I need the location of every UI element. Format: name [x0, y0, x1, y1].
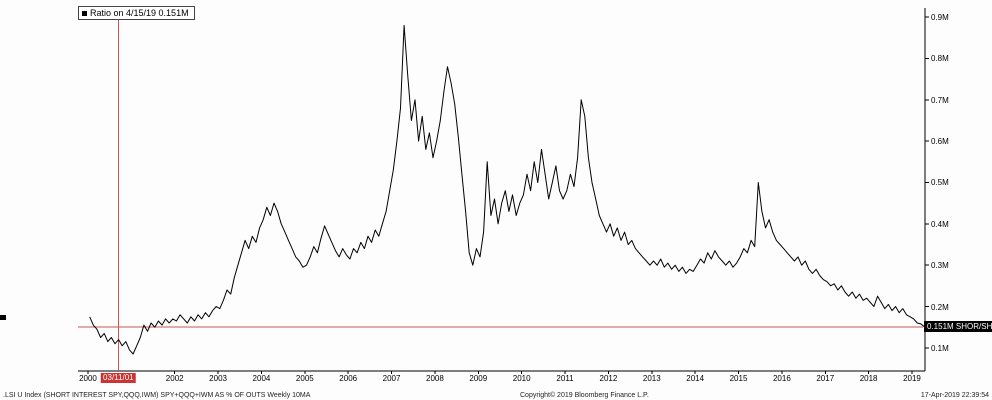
y-axis-label: 0.3M: [931, 261, 949, 271]
footer-timestamp: 17-Apr-2019 22:39:54: [920, 392, 989, 399]
ratio-line-series: [89, 24, 925, 355]
x-axis-label: 2003: [209, 374, 227, 383]
x-axis-label: 2016: [772, 374, 791, 383]
footer-copyright: Copyright© 2019 Bloomberg Finance L.P.: [520, 392, 649, 399]
x-axis-label: 2015: [729, 374, 748, 383]
y-axis-label: 0.8M: [931, 54, 949, 64]
y-axis-label: 0.6M: [931, 137, 949, 147]
x-axis-label: 2005: [295, 374, 314, 383]
x-axis-label: 2002: [165, 374, 184, 383]
y-axis-label: 0.7M: [931, 95, 949, 105]
x-axis-label: 2006: [339, 374, 358, 383]
x-axis-label: 2010: [512, 374, 531, 383]
x-axis-label: 2004: [252, 374, 271, 383]
legend[interactable]: Ratio on 4/15/19 0.151M: [78, 6, 195, 20]
x-axis-label: 2019: [903, 374, 921, 383]
footer: .LSI U Index (SHORT INTEREST SPY,QQQ,IWM…: [0, 389, 992, 399]
y-axis-label: 0.1M: [931, 343, 949, 353]
x-axis-label: 2008: [426, 374, 444, 383]
x-axis-label: 2000: [79, 374, 97, 383]
legend-label: Ratio on 4/15/19 0.151M: [90, 8, 189, 18]
x-axis-label: 2017: [816, 374, 835, 383]
x-axis-label: 2018: [859, 374, 878, 383]
y-axis-label: 0.4M: [931, 219, 949, 229]
last-value-tag: 0.151M SHOR/SHAR: [924, 320, 992, 332]
x-axis-label: 2009: [469, 374, 488, 383]
x-axis-label: 2014: [686, 374, 705, 383]
footer-security-description: .LSI U Index (SHORT INTEREST SPY,QQQ,IWM…: [3, 392, 311, 399]
y-axis-label: 0.9M: [931, 13, 949, 23]
x-axis-label: 2011: [556, 374, 574, 383]
y-axis-label: 0.2M: [931, 302, 949, 312]
x-axis-label: 2013: [642, 374, 661, 383]
series-marker-icon: [82, 10, 87, 16]
left-edge-marker: [0, 315, 6, 320]
x-axis-label: 2007: [382, 374, 401, 383]
crosshair-date-label: 03/11/01: [101, 373, 136, 383]
y-axis-label: 0.5M: [931, 178, 949, 188]
x-axis-label: 2012: [599, 374, 618, 383]
